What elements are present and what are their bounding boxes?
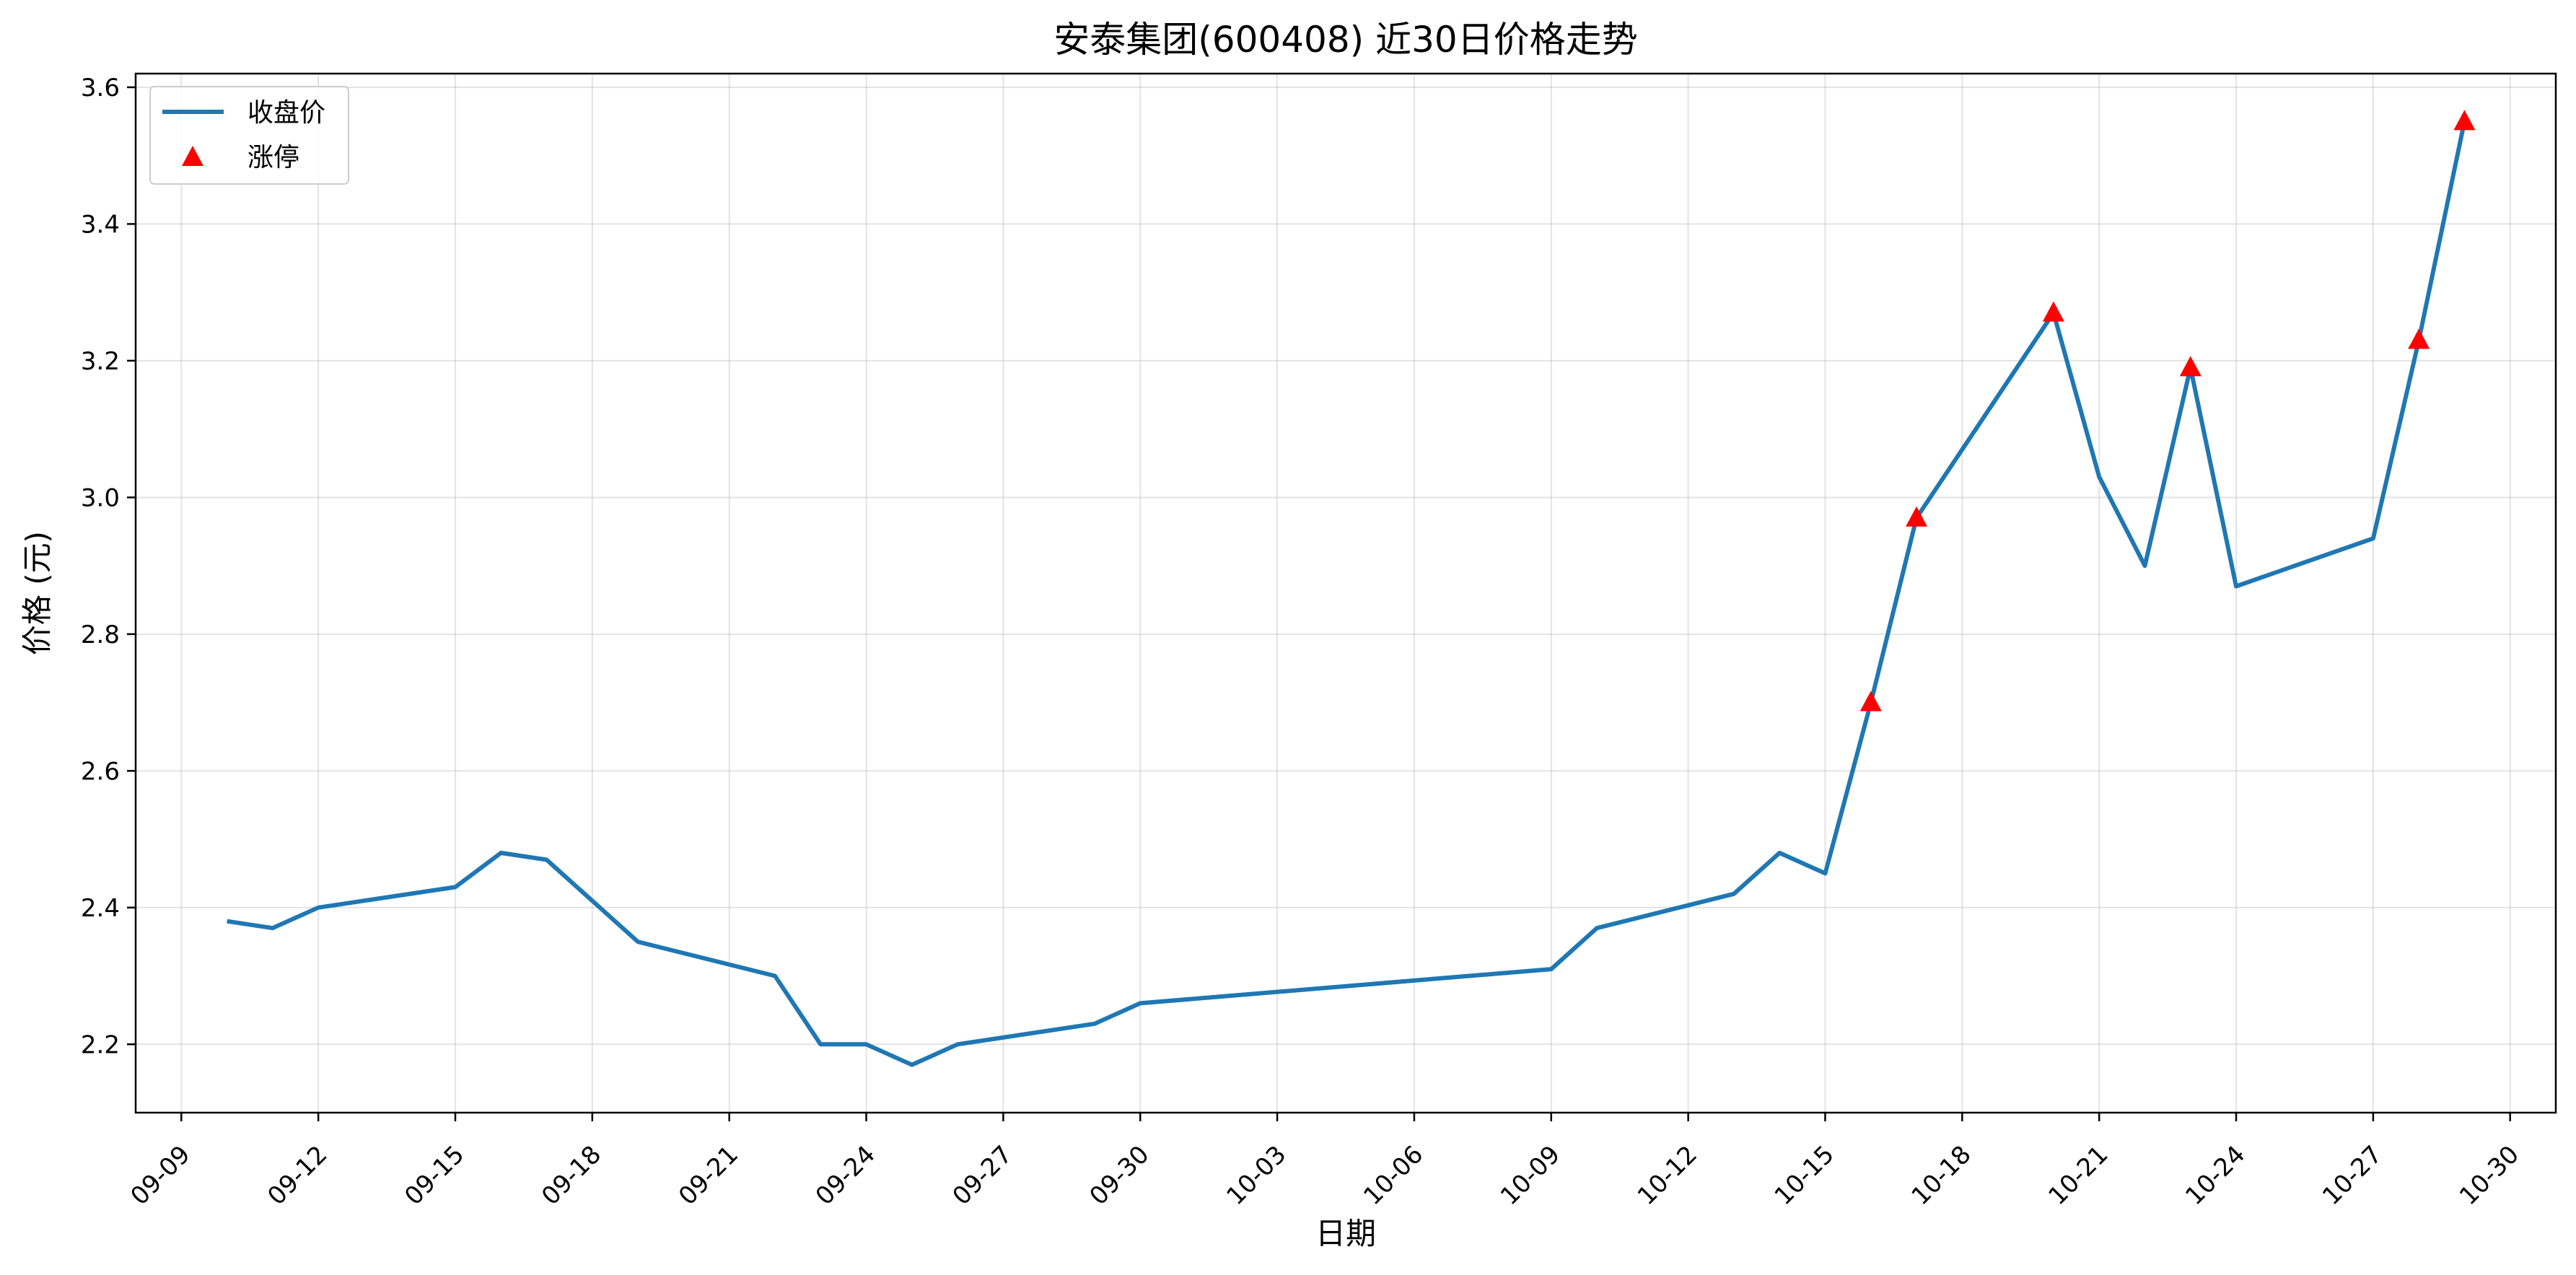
y-tick-label: 2.2 bbox=[81, 1030, 120, 1059]
x-tick-label: 10-06 bbox=[1358, 1140, 1429, 1211]
x-tick-label: 10-30 bbox=[2454, 1140, 2525, 1211]
legend-label-close: 收盘价 bbox=[247, 98, 325, 128]
x-tick-label: 09-27 bbox=[947, 1140, 1018, 1211]
limit-up-marker bbox=[2408, 328, 2430, 349]
y-tick-label: 3.2 bbox=[81, 347, 120, 376]
x-tick-label: 10-09 bbox=[1495, 1140, 1566, 1211]
y-tick-label: 2.6 bbox=[81, 757, 120, 786]
legend-label-limit-up: 涨停 bbox=[247, 143, 299, 172]
limit-up-marker bbox=[2453, 110, 2476, 131]
x-tick-label: 10-27 bbox=[2317, 1140, 2388, 1211]
y-axis-ticks: 2.2 2.4 2.6 2.8 3.0 3.2 3.4 3.6 bbox=[81, 74, 136, 1059]
x-tick-label: 10-15 bbox=[1769, 1140, 1840, 1211]
plot-frame bbox=[134, 72, 2557, 1114]
x-tick-label: 10-24 bbox=[2180, 1140, 2251, 1211]
limit-up-marker bbox=[1906, 506, 1928, 527]
y-axis-label: 价格 (元) bbox=[19, 531, 55, 655]
x-tick-label: 09-24 bbox=[810, 1140, 881, 1211]
x-tick-label: 10-18 bbox=[1906, 1140, 1977, 1211]
y-tick-label: 3.4 bbox=[81, 210, 120, 239]
x-tick-label: 09-18 bbox=[536, 1140, 607, 1211]
y-tick-label: 3.0 bbox=[81, 483, 120, 512]
legend: 收盘价 涨停 bbox=[149, 86, 349, 185]
limit-up-marker bbox=[1859, 691, 1882, 711]
x-axis-ticks: 09-09 09-12 09-15 09-18 09-21 09-24 09-27 09-30… bbox=[126, 1113, 2525, 1211]
x-tick-label: 09-30 bbox=[1084, 1140, 1155, 1211]
x-axis-label: 日期 bbox=[1315, 1216, 1376, 1251]
limit-up-marker bbox=[2042, 301, 2064, 322]
y-tick-label: 2.8 bbox=[81, 621, 120, 649]
x-tick-label: 10-21 bbox=[2043, 1140, 2113, 1211]
y-tick-label: 3.6 bbox=[81, 74, 120, 102]
y-tick-label: 2.4 bbox=[81, 894, 120, 923]
x-tick-label: 09-09 bbox=[126, 1140, 196, 1211]
legend-triangle-marker bbox=[182, 146, 203, 166]
x-tick-label: 10-03 bbox=[1221, 1140, 1292, 1211]
chart-title: 安泰集团(600408) 近30日价格走势 bbox=[1053, 19, 1637, 61]
limit-up-marker bbox=[2179, 356, 2202, 377]
plot-series bbox=[227, 110, 2476, 1067]
x-tick-label: 09-12 bbox=[262, 1140, 333, 1211]
x-tick-label: 09-15 bbox=[399, 1140, 470, 1211]
x-tick-label: 10-12 bbox=[1632, 1140, 1703, 1211]
close-price-line bbox=[227, 121, 2467, 1067]
x-tick-label: 09-21 bbox=[673, 1140, 744, 1211]
grid bbox=[136, 74, 2556, 1113]
